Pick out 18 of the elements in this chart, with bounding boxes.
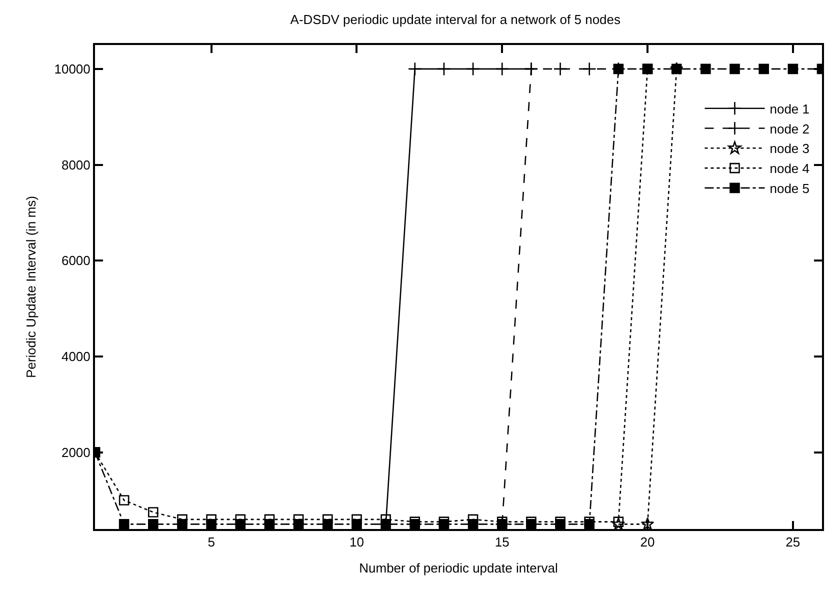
x-axis-title: Number of periodic update interval xyxy=(359,560,558,576)
legend-label: node 2 xyxy=(770,121,810,136)
legend-label: node 4 xyxy=(770,161,810,176)
x-tick-label: 25 xyxy=(786,534,800,550)
y-tick-label: 4000 xyxy=(61,349,90,364)
chart-title: A-DSDV periodic update interval for a network of 5 nodes xyxy=(290,12,622,27)
y-tick-label: 6000 xyxy=(61,253,90,268)
y-tick-label: 10000 xyxy=(54,62,90,77)
legend-label: node 5 xyxy=(770,181,810,196)
legend-label: node 3 xyxy=(770,141,810,156)
x-tick-label: 15 xyxy=(494,534,510,550)
x-tick-label: 10 xyxy=(349,534,364,550)
x-tick-label: 5 xyxy=(208,534,215,550)
x-tick-label: 20 xyxy=(640,534,655,550)
y-tick-label: 8000 xyxy=(61,157,90,172)
y-tick-label: 2000 xyxy=(61,444,90,460)
y-axis-title: Periodic Update Interval (in ms) xyxy=(24,196,39,378)
legend-label: node 1 xyxy=(770,101,810,116)
